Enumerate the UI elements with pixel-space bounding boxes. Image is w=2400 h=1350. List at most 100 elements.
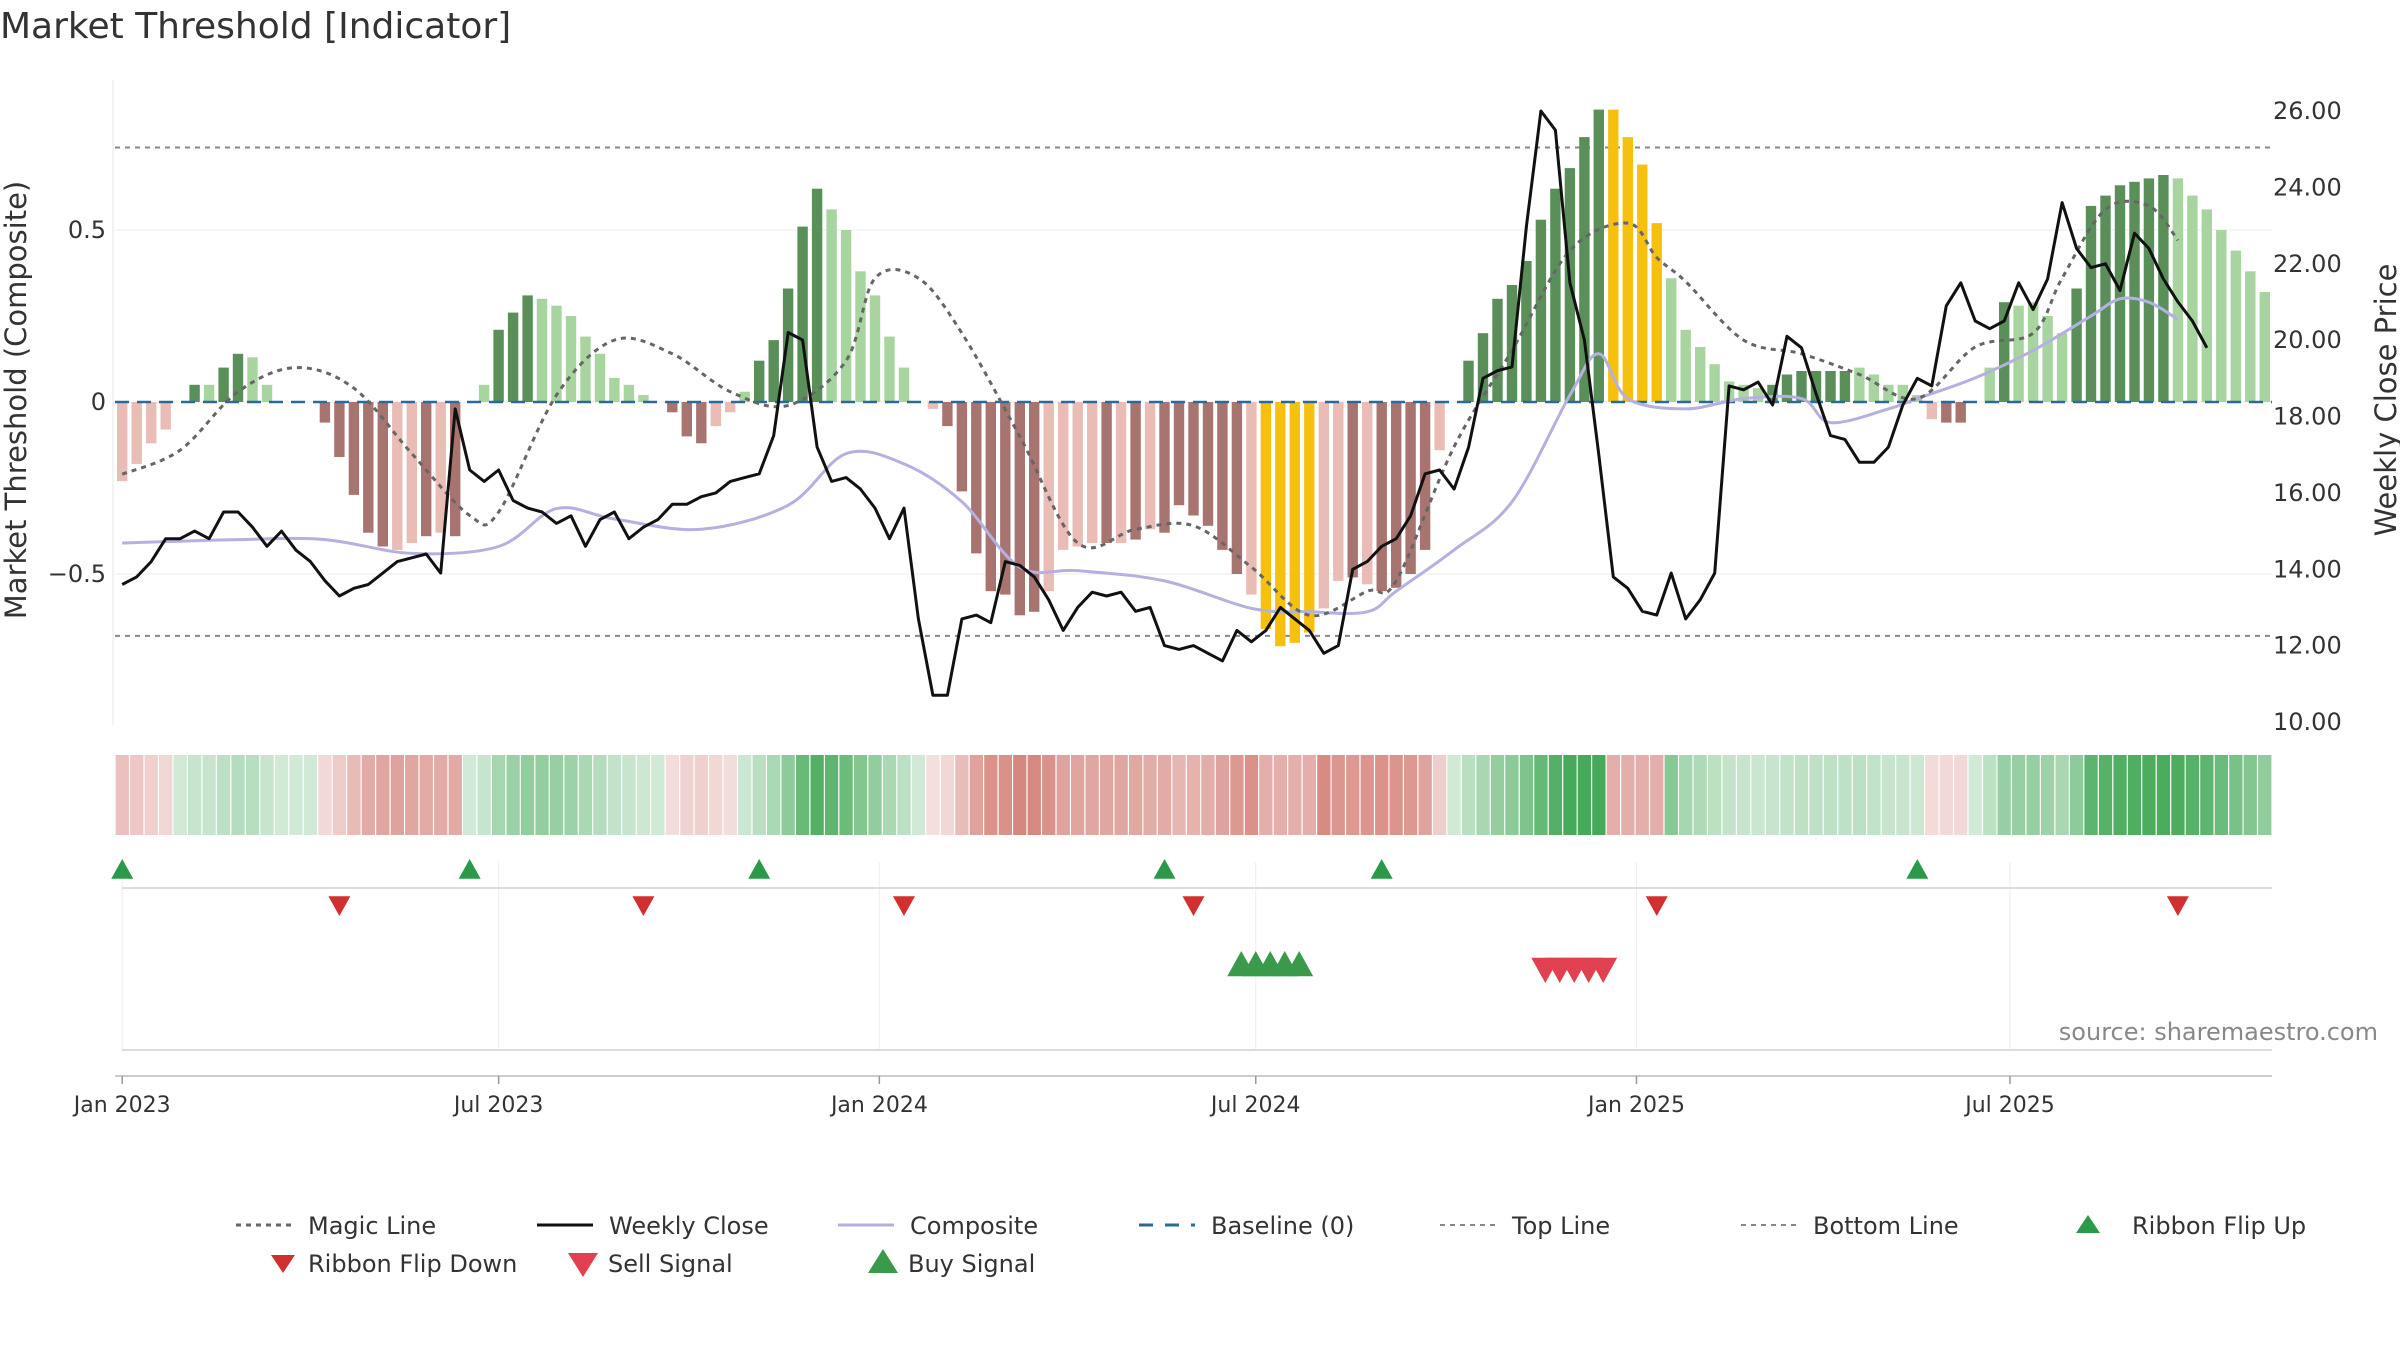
legend-label: Ribbon Flip Down xyxy=(308,1250,517,1278)
ribbon-flip-down-marker xyxy=(1645,896,1668,916)
histogram-bar xyxy=(2013,305,2024,402)
ribbon-cell xyxy=(1100,755,1114,835)
ribbon-cell xyxy=(1534,755,1548,835)
legend-swatch-sell-icon xyxy=(568,1253,598,1277)
ribbon-cell xyxy=(824,755,839,835)
ribbon-cell xyxy=(318,755,332,835)
ribbon-flip-up-marker xyxy=(111,859,134,879)
histogram-bar xyxy=(1752,388,1764,402)
ribbon-cell xyxy=(1085,755,1099,835)
ribbon-cell xyxy=(752,755,766,835)
ribbon-cell xyxy=(477,755,491,835)
ribbon-cell xyxy=(1056,755,1070,835)
histogram-bar xyxy=(1839,371,1851,402)
line-layer xyxy=(115,109,2272,697)
y2-tick-label: 18.00 xyxy=(2273,403,2342,431)
x-tick-label: Jan 2025 xyxy=(1586,1093,1685,1118)
ribbon-cell xyxy=(2055,755,2069,835)
ribbon-cell xyxy=(1592,755,1606,835)
x-tick-label: Jul 2024 xyxy=(1209,1093,1301,1118)
histogram-bar xyxy=(1144,402,1156,530)
histogram-bar xyxy=(146,402,157,444)
ribbon-cell xyxy=(1896,755,1910,835)
histogram-bar xyxy=(1000,402,1011,595)
histogram-bar xyxy=(2201,209,2212,402)
ribbon-cell xyxy=(2185,755,2199,835)
ribbon-cell xyxy=(622,755,636,835)
ribbon-cell xyxy=(1186,755,1201,835)
histogram-bar xyxy=(1391,402,1402,588)
ribbon-cell xyxy=(1505,755,1519,835)
ribbon-flip-down-marker xyxy=(2166,896,2189,916)
buy-signal-marker xyxy=(1285,951,1314,977)
ribbon-cell xyxy=(2098,755,2113,835)
ribbon-flip-down-marker xyxy=(892,896,915,916)
histogram-bar xyxy=(1738,384,1749,402)
legend-label: Composite xyxy=(910,1212,1038,1240)
axes-layer: 0.5 0 −0.5 26.00 24.00 22.00 20.00 18.00 16.00 14… xyxy=(48,80,2342,1118)
ribbon-cell xyxy=(173,755,187,835)
histogram-bar xyxy=(117,402,128,482)
histogram-bar xyxy=(2187,195,2198,402)
histogram-bar xyxy=(1029,402,1040,612)
histogram-bar xyxy=(392,402,403,550)
histogram-bar xyxy=(623,384,635,402)
ribbon-cell xyxy=(940,755,955,835)
histogram-bar xyxy=(898,367,910,402)
ribbon-flip-down-marker xyxy=(328,896,351,916)
ribbon-cell xyxy=(969,755,983,835)
histogram-bar xyxy=(782,288,794,402)
ribbon-cell xyxy=(1519,755,1534,835)
ribbon-cell xyxy=(1172,755,1186,835)
ribbon-cell xyxy=(738,755,752,835)
y2-tick-label: 12.00 xyxy=(2273,632,2342,660)
legend-label: Top Line xyxy=(1511,1212,1610,1240)
y-tick-label: 0 xyxy=(91,388,106,416)
ribbon-cell xyxy=(2012,755,2026,835)
ribbon-cell xyxy=(1664,755,1678,835)
ribbon-cell xyxy=(1302,755,1316,835)
y2-tick-label: 22.00 xyxy=(2273,250,2342,278)
histogram-bar xyxy=(1579,137,1590,402)
histogram-bar xyxy=(2245,271,2256,402)
ribbon-cell xyxy=(1230,755,1244,835)
histogram-bar xyxy=(2100,195,2111,402)
ribbon-cell xyxy=(390,755,404,835)
ribbon-cell xyxy=(332,755,346,835)
ribbon-cell xyxy=(998,755,1012,835)
ribbon-cell xyxy=(1433,755,1447,835)
ribbon-cell xyxy=(911,755,926,835)
histogram-bar xyxy=(334,402,345,457)
histogram-bar xyxy=(696,402,707,444)
ribbon-cell xyxy=(144,755,158,835)
ribbon-cell xyxy=(955,755,969,835)
ribbon-cell xyxy=(564,755,578,835)
ribbon-cell xyxy=(289,755,303,835)
ribbon-cell xyxy=(651,755,665,835)
histogram-bar xyxy=(710,402,721,427)
legend-label: Buy Signal xyxy=(908,1250,1035,1278)
histogram-bar xyxy=(2259,291,2270,402)
histogram-bar xyxy=(1709,364,1720,402)
histogram-bar xyxy=(363,402,374,533)
histogram-bar xyxy=(2143,178,2155,402)
ribbon-cell xyxy=(1331,755,1345,835)
ribbon-cell xyxy=(506,755,520,835)
ribbon-cell xyxy=(1968,755,1982,835)
ribbon-cell xyxy=(2200,755,2214,835)
ribbon-cell xyxy=(1910,755,1924,835)
y2-tick-label: 20.00 xyxy=(2273,326,2342,354)
ribbon-cell xyxy=(1360,755,1374,835)
histogram-bar xyxy=(1593,109,1604,402)
histogram-bar xyxy=(1897,384,1908,402)
ribbon-cell xyxy=(1780,755,1794,835)
histogram-bar xyxy=(1608,109,1619,402)
ribbon-cell xyxy=(1606,755,1620,835)
legend-label: Sell Signal xyxy=(608,1250,733,1278)
ribbon-cell xyxy=(2243,755,2257,835)
histogram-bar xyxy=(1926,402,1937,420)
ribbon-cell xyxy=(216,755,231,835)
histogram-bar xyxy=(927,402,939,409)
ribbon-cell xyxy=(1215,755,1230,835)
ribbon-cell xyxy=(2084,755,2098,835)
